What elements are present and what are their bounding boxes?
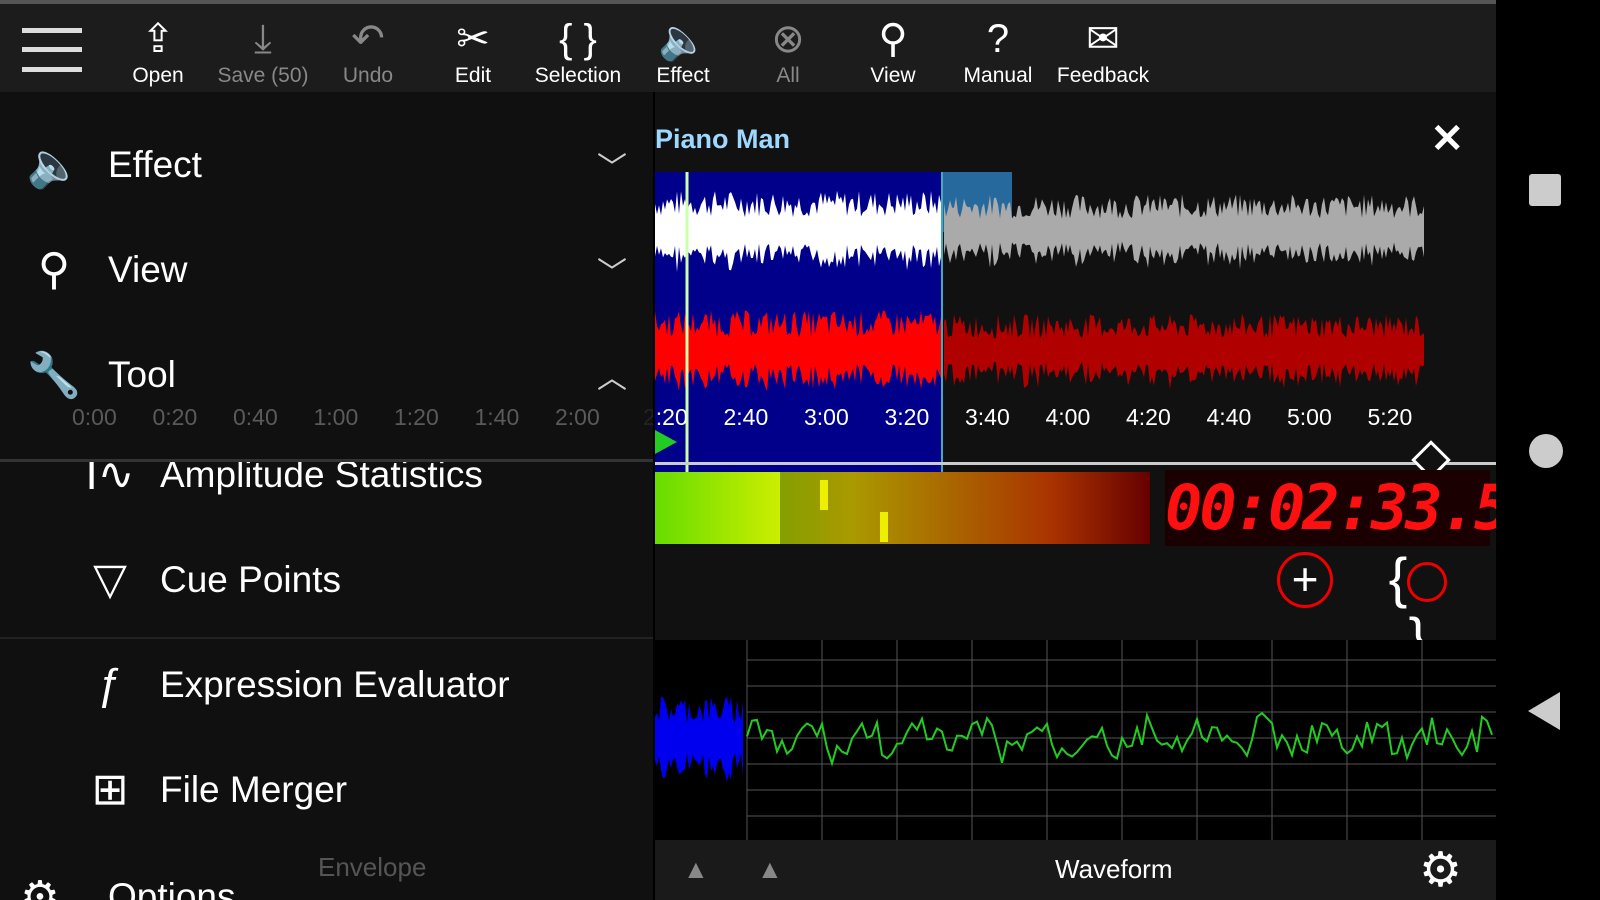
zoom-all-icon: ⊗ (771, 17, 805, 61)
function-icon: ƒ (97, 659, 123, 709)
toolbar: ⇪ Open ⤓ Save (50) ↶ Undo ✂ Edit{ } Selection 🔈 Ef… (0, 0, 1496, 92)
dim-time-tick-label: 0:40 (233, 404, 278, 430)
bottom-bar: ▲ ▲ Waveform ⚙ (655, 840, 1496, 900)
drawer-menu-effect[interactable]: 🔈 Effect ﹀ (0, 112, 653, 217)
drawer-divider (0, 637, 653, 639)
toolbar-effect-button[interactable]: 🔈 Effect (633, 14, 733, 88)
drawer-menu-view[interactable]: ⚲ View ﹀ (0, 217, 653, 322)
toolbar-feedback-button[interactable]: ✉ Feedback (1053, 14, 1153, 88)
open-upload-icon: ⇪ (141, 17, 175, 61)
dim-time-tick-label: 1:40 (474, 404, 520, 430)
secondary-waveform (655, 640, 1496, 840)
toolbar-undo-button[interactable]: ↶ Undo (318, 14, 418, 88)
time-tick-label: 5:00 (1287, 404, 1332, 430)
time-tick-label: 5:20 (1367, 404, 1413, 430)
gear-icon: ⚙ (20, 872, 60, 900)
waveform-left-channel-unselected (944, 194, 1424, 270)
scissors-icon: ✂ (456, 17, 490, 61)
magnifier-icon: ⚲ (37, 245, 71, 294)
play-position-icon (655, 430, 677, 454)
secondary-waveform-signal (655, 696, 743, 783)
toolbar-open-button[interactable]: ⇪ Open (108, 14, 208, 88)
undo-icon: ↶ (351, 17, 385, 61)
speaker-icon: 🔈 (26, 140, 82, 190)
time-tick-label: 3:40 (965, 404, 1010, 430)
android-nav-bar (1496, 0, 1600, 900)
home-button[interactable] (1529, 434, 1563, 468)
tool-amplitude-statistics[interactable]: I∿ Amplitude Statistics (0, 422, 653, 527)
chevron-down-icon: ﹀ (597, 256, 627, 290)
tool-expression-evaluator[interactable]: ƒ Expression Evaluator (0, 632, 653, 737)
level-meter (655, 472, 1150, 544)
toolbar-save-button[interactable]: ⤓ Save (50) (213, 14, 313, 88)
dim-time-axis: 0:00 0:20 0:40 1:00 1:20 1:40 2:00 (0, 404, 653, 434)
toolbar-all-button[interactable]: ⊗ All (738, 14, 838, 88)
scroll-track[interactable] (655, 462, 1496, 465)
drawer-divider (0, 459, 653, 462)
time-tick-label: 4:40 (1206, 404, 1252, 430)
dim-time-tick-label: 1:00 (313, 404, 359, 430)
chevron-up-icon: ︿ (597, 361, 627, 395)
dim-time-tick-label: 0:20 (152, 404, 198, 430)
toolbar-edit-button[interactable]: ✂ Edit (423, 14, 523, 88)
toolbar-manual-button[interactable]: ? Manual (948, 14, 1048, 88)
up-arrow-icon[interactable]: ▲ (757, 854, 783, 884)
envelope-line (746, 711, 1493, 767)
speaker-icon: 🔈 (658, 17, 708, 62)
menu-hamburger-icon[interactable] (22, 28, 82, 72)
drawer-menu-tool[interactable]: 🔧 Tool ︿ (0, 322, 653, 427)
time-tick-label: 4:20 (1126, 404, 1171, 430)
add-cue-button[interactable]: + (1277, 552, 1333, 608)
recents-button[interactable] (1529, 174, 1561, 206)
record-selection-button[interactable]: {} (1383, 548, 1453, 668)
time-tick-label: 3:20 (884, 404, 930, 430)
cue-point-triangle-icon: ▽ (93, 555, 127, 604)
waveform-right-channel-unselected (944, 314, 1424, 390)
toolbar-selection-button[interactable]: { } Selection (528, 14, 628, 88)
view-mode-label[interactable]: Waveform (1055, 854, 1173, 884)
dim-time-tick-label: 0:00 (72, 404, 117, 430)
chevron-down-icon: ﹀ (597, 151, 627, 185)
wrench-icon: 🔧 (26, 350, 82, 400)
waveform-right-channel (655, 310, 941, 392)
braces-icon: { } (559, 16, 597, 61)
track-title: Piano Man (655, 124, 791, 154)
time-tick-label: 2:40 (723, 404, 769, 430)
up-arrow-icon[interactable]: ▲ (683, 854, 709, 884)
tool-file-merger[interactable]: ⊞ File Merger (0, 737, 653, 842)
drawer-item-options[interactable]: ⚙ Options (0, 872, 653, 900)
settings-gear-icon[interactable]: ⚙ (1418, 844, 1462, 897)
tool-cue-points[interactable]: ▽ Cue Points (0, 527, 653, 632)
time-axis: 2:20 2:40 3:00 3:20 3:40 4:00 4:20 4:40 5:00 5:20 (643, 404, 1496, 434)
waveform-view[interactable] (655, 172, 1496, 492)
time-display: 00:02:33.5 (1165, 470, 1511, 546)
dim-time-tick-label: 1:20 (394, 404, 439, 430)
amplitude-wave-icon: I∿ (85, 450, 135, 499)
dim-time-tick-label: 2:00 (555, 404, 600, 430)
toolbar-view-button[interactable]: ⚲ View (843, 14, 943, 88)
question-icon: ? (986, 16, 1010, 61)
envelope-label: Envelope (318, 852, 427, 882)
file-merger-grid-icon: ⊞ (91, 765, 129, 814)
editor-area: Piano Man ✕ 2:20 2:40 3:00 3:20 3:40 4:00 4:20… (643, 92, 1511, 900)
time-tick-label: 3:00 (804, 404, 849, 430)
time-tick-label: 4:00 (1045, 404, 1091, 430)
back-button[interactable] (1528, 692, 1560, 730)
close-track-button[interactable]: ✕ (1430, 117, 1464, 161)
save-download-icon: ⤓ (254, 16, 272, 61)
waveform-left-channel (655, 190, 941, 272)
envelope-icon: ✉ (1086, 17, 1120, 61)
navigation-drawer: 0:00 0:20 0:40 1:00 1:20 1:40 2:00 🔈 Effect ﹀ ⚲ Vi… (0, 92, 655, 900)
magnifier-icon: ⚲ (878, 17, 908, 61)
